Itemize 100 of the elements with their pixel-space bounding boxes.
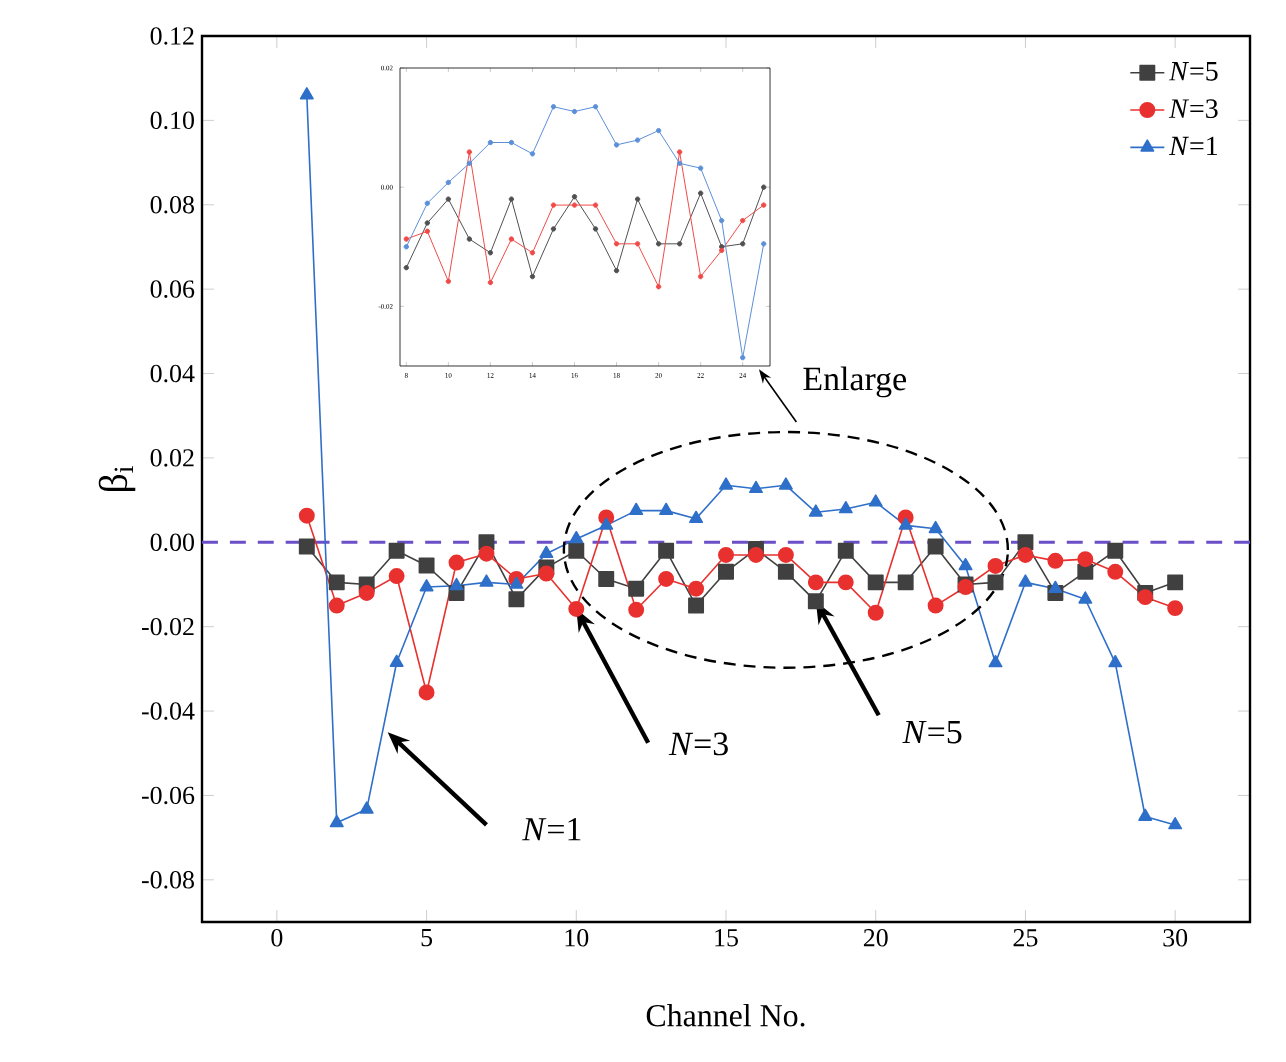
point (508, 196, 515, 202)
point (1077, 551, 1094, 568)
point (418, 557, 435, 574)
point (1138, 808, 1153, 821)
point (403, 236, 410, 242)
y-tick-label: -0.08 (141, 871, 194, 889)
point (928, 520, 943, 534)
legend-label: N=5 (1168, 62, 1218, 81)
point (298, 507, 315, 524)
point (927, 538, 944, 555)
point (808, 504, 823, 517)
legend-label: N=1 (1168, 136, 1218, 156)
point (628, 601, 645, 618)
point (529, 250, 536, 256)
point (689, 510, 704, 524)
point (739, 217, 746, 224)
annotation: N=5 (902, 720, 962, 744)
point (550, 202, 557, 208)
point (479, 574, 494, 587)
point (958, 557, 973, 571)
point (761, 241, 767, 247)
point (778, 477, 793, 490)
point (718, 546, 734, 563)
point (655, 284, 662, 290)
point (418, 684, 435, 701)
point (529, 151, 536, 157)
point (1137, 589, 1154, 606)
point (613, 142, 620, 148)
point (748, 480, 763, 494)
point (487, 250, 494, 256)
y-tick-label: -0.02 (141, 617, 194, 636)
y-tick-label: -0.06 (141, 786, 195, 805)
point (777, 546, 794, 563)
point (424, 220, 431, 226)
y-tick-label: 0.08 (150, 195, 194, 214)
point (466, 160, 473, 167)
point (358, 584, 375, 601)
point (629, 502, 644, 516)
point (419, 579, 434, 592)
annotation: N=1 (521, 817, 581, 841)
point (1078, 591, 1093, 604)
point (658, 571, 675, 587)
point (807, 574, 824, 591)
point (448, 554, 465, 571)
point (508, 139, 515, 146)
point (1108, 654, 1123, 668)
point (1017, 546, 1034, 563)
point (739, 354, 746, 361)
point (761, 184, 767, 190)
point (761, 202, 767, 208)
point (867, 604, 884, 621)
y-tick-label: 0.04 (150, 364, 195, 383)
point (424, 200, 431, 206)
point (445, 278, 452, 285)
point (927, 597, 944, 614)
point (807, 593, 824, 610)
point (445, 179, 452, 186)
y-tick-label: 0.10 (150, 111, 194, 130)
point (509, 576, 524, 589)
point (403, 244, 410, 250)
point (777, 563, 794, 580)
y-tick-label: -0.04 (141, 702, 195, 720)
point (1048, 580, 1063, 594)
point (449, 577, 464, 591)
point (837, 542, 854, 559)
y-axis-title: β$_{i}$ (98, 466, 136, 491)
point (697, 165, 704, 171)
point (988, 654, 1003, 668)
point (838, 500, 853, 514)
point (1107, 563, 1124, 580)
y-tick-label: 0.12 (150, 27, 194, 45)
point (655, 127, 662, 134)
point (1077, 563, 1094, 580)
point (598, 571, 615, 587)
point (987, 557, 1004, 574)
point (987, 574, 1004, 591)
x-tick-label: 30 (1163, 929, 1188, 947)
point (634, 196, 641, 202)
point (571, 194, 578, 200)
point (837, 574, 854, 591)
point (571, 108, 578, 115)
point (676, 241, 683, 247)
point (478, 545, 495, 562)
x-tick-label: 0 (271, 929, 283, 947)
point (592, 226, 599, 232)
point (868, 494, 883, 507)
point (592, 104, 599, 110)
point (1107, 542, 1124, 559)
point (389, 654, 404, 667)
point (613, 267, 620, 274)
point (897, 574, 914, 591)
point (568, 542, 585, 559)
point (571, 202, 578, 208)
point (328, 597, 345, 614)
point (718, 477, 734, 490)
point (867, 574, 884, 591)
point (739, 241, 746, 247)
point (718, 217, 725, 224)
y-tick-label: 0.02 (150, 449, 194, 467)
point (676, 160, 683, 167)
